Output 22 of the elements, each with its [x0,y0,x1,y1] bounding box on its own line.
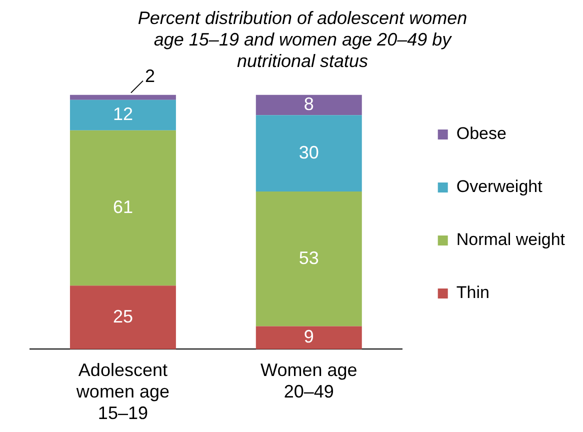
bar [256,115,362,192]
x-tick-label: Adolescent women age 15–19 [75,360,170,424]
bar [256,326,362,350]
x-tick-label: Women age 20–49 [260,360,358,402]
bar [70,130,176,286]
data-label: 61 [112,196,133,217]
data-label: 2 [144,66,155,86]
data-label: 30 [298,142,319,162]
bar [256,94,362,116]
legend-label: Thin [456,283,490,302]
data-label: 9 [304,326,314,347]
legend-label: Obese [456,124,506,144]
bar [70,100,176,130]
legend-label: Overweight [456,177,543,196]
bar [256,191,362,326]
bar [70,286,176,350]
data-label: 53 [298,248,319,268]
data-label: 8 [304,94,314,114]
data-label: 25 [112,306,133,326]
legend-label: Normal weight [456,230,566,250]
bar [70,94,176,100]
data-label: 12 [112,104,133,124]
